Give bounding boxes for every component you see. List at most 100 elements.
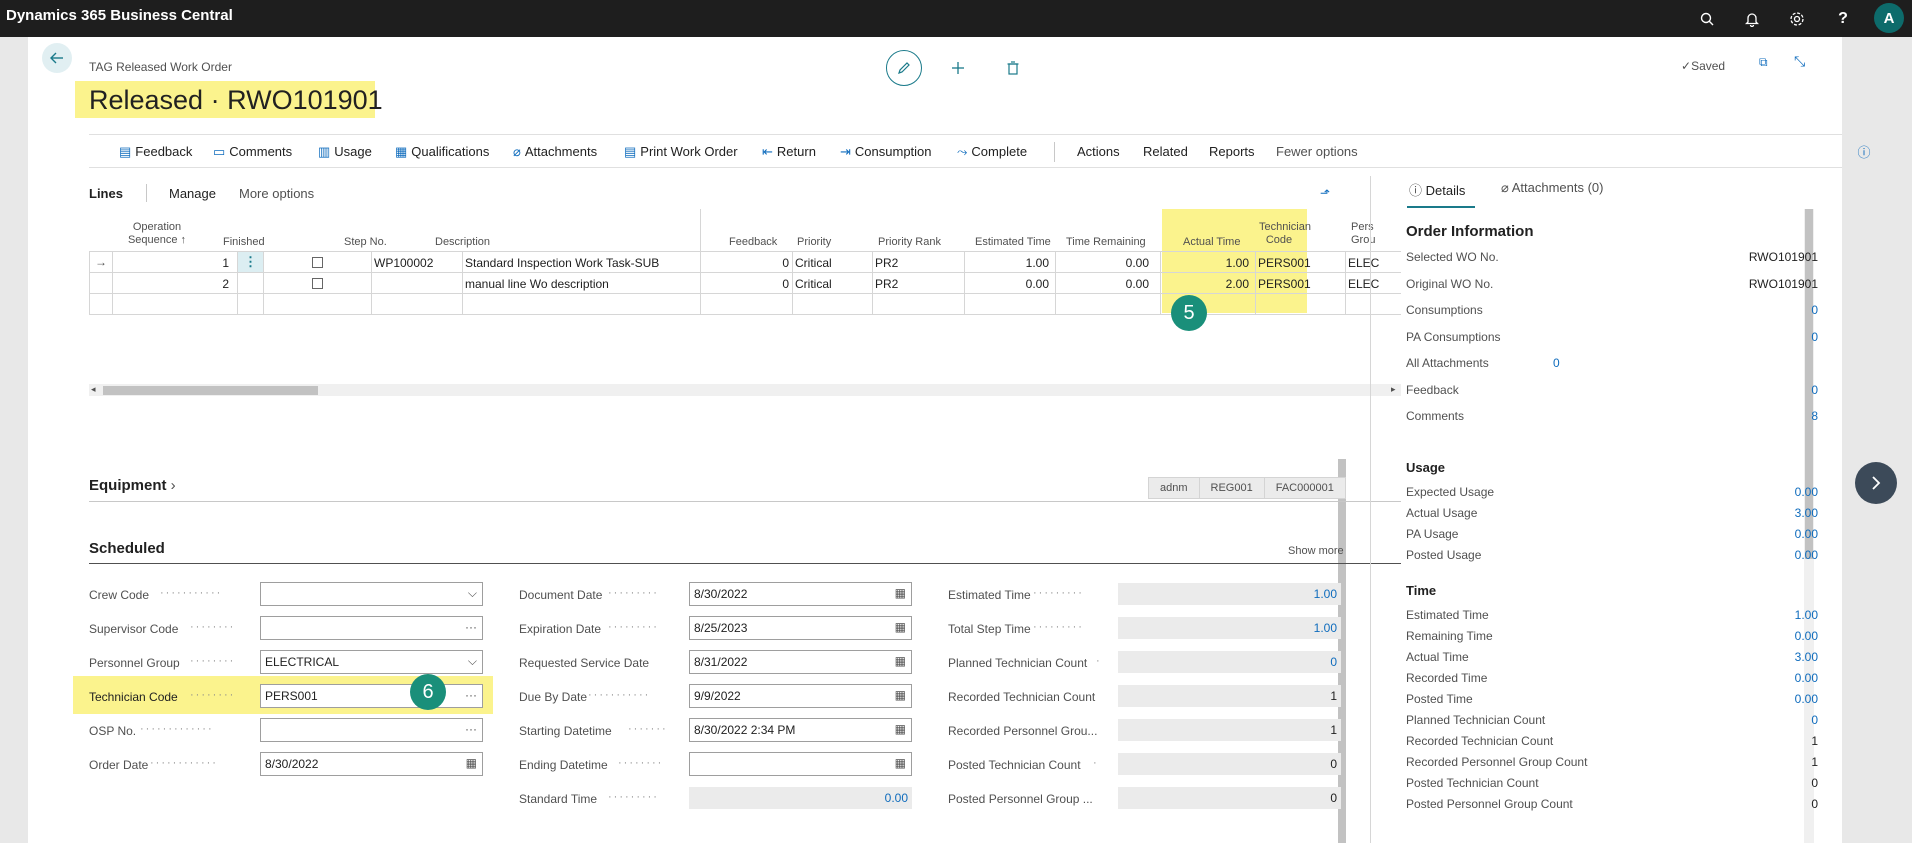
personnel-group-input[interactable]: ELECTRICAL ⌵ bbox=[260, 650, 483, 674]
open-new-window-icon[interactable]: ⧉ bbox=[1759, 55, 1768, 69]
supervisor-code-input[interactable]: ··· bbox=[260, 616, 483, 640]
document-date-input[interactable]: 8/30/2022 ▦ bbox=[689, 582, 912, 606]
action-feedback[interactable]: ▤ Feedback bbox=[119, 144, 193, 159]
factbox-value[interactable]: 1.00 bbox=[1794, 608, 1818, 622]
search-icon[interactable] bbox=[1694, 6, 1720, 32]
ellipsis-icon[interactable]: ··· bbox=[465, 688, 477, 702]
horizontal-scrollbar[interactable] bbox=[89, 384, 1401, 396]
col-technician-code[interactable]: Technician Code bbox=[1259, 221, 1311, 246]
factbox-value[interactable]: 0.00 bbox=[1794, 692, 1818, 706]
row1-priority[interactable]: Critical bbox=[795, 256, 832, 270]
calendar-icon[interactable]: ▦ bbox=[894, 688, 906, 702]
col-priority-rank[interactable]: Priority Rank bbox=[878, 236, 941, 248]
action-usage[interactable]: ▥ Usage bbox=[318, 144, 372, 159]
horizontal-scrollbar-thumb[interactable] bbox=[103, 386, 318, 395]
order-date-input[interactable]: 8/30/2022 ▦ bbox=[260, 752, 483, 776]
bell-icon[interactable] bbox=[1739, 6, 1765, 32]
ellipsis-icon[interactable]: ··· bbox=[465, 722, 477, 736]
app-title[interactable]: Dynamics 365 Business Central bbox=[6, 7, 233, 24]
calendar-icon[interactable]: ▦ bbox=[894, 756, 906, 770]
row2-technician-code[interactable]: PERS001 bbox=[1258, 277, 1311, 291]
back-button[interactable] bbox=[42, 43, 72, 73]
scroll-right-icon[interactable]: ▸ bbox=[1391, 384, 1396, 394]
info-icon[interactable]: ⓘ bbox=[1848, 135, 1880, 167]
col-finished[interactable]: Finished bbox=[223, 236, 265, 248]
collapse-icon[interactable]: ⤡ bbox=[1794, 53, 1806, 69]
expand-lines-icon[interactable]: ⬏ bbox=[1320, 186, 1331, 200]
row1-description[interactable]: Standard Inspection Work Task-SUB bbox=[465, 256, 660, 270]
action-return[interactable]: ⇤ Return bbox=[762, 144, 816, 159]
osp-no-input[interactable]: ··· bbox=[260, 718, 483, 742]
row2-personnel-group[interactable]: ELEC bbox=[1348, 277, 1380, 291]
standard-time-value[interactable]: 0.00 bbox=[689, 787, 912, 809]
action-attachments[interactable]: ⌀ Attachments bbox=[513, 144, 598, 159]
lines-more-options[interactable]: More options bbox=[239, 186, 315, 201]
row1-actual-time[interactable]: 1.00 bbox=[1225, 256, 1249, 270]
chevron-down-icon[interactable]: ⌵ bbox=[467, 586, 477, 600]
calendar-icon[interactable]: ▦ bbox=[894, 586, 906, 600]
estimated-time-value[interactable]: 1.00 bbox=[1118, 583, 1341, 605]
factbox-value[interactable]: 8 bbox=[1811, 409, 1818, 423]
expiration-date-input[interactable]: 8/25/2023 ▦ bbox=[689, 616, 912, 640]
factbox-scrollbar-thumb[interactable] bbox=[1805, 209, 1813, 559]
row2-actual-time[interactable]: 2.00 bbox=[1225, 277, 1249, 291]
action-actions[interactable]: Actions bbox=[1077, 144, 1120, 159]
col-time-remaining[interactable]: Time Remaining bbox=[1066, 236, 1146, 248]
lines-manage[interactable]: Manage bbox=[169, 186, 216, 201]
delete-button[interactable] bbox=[1002, 57, 1024, 79]
col-operation-sequence[interactable]: Operation Sequence ↑ bbox=[127, 221, 187, 246]
tab-details[interactable]: ⓘ Details bbox=[1409, 183, 1466, 198]
equipment-title[interactable]: Equipment › bbox=[89, 477, 176, 494]
gear-icon[interactable] bbox=[1784, 6, 1810, 32]
row1-personnel-group[interactable]: ELEC bbox=[1348, 256, 1380, 270]
col-feedback[interactable]: Feedback bbox=[729, 236, 778, 248]
content-scrollbar-thumb[interactable] bbox=[1338, 459, 1346, 843]
action-fewer-options[interactable]: Fewer options bbox=[1276, 144, 1358, 159]
factbox-value[interactable]: 0 bbox=[1811, 329, 1818, 344]
row2-estimated-time[interactable]: 0.00 bbox=[1025, 277, 1049, 291]
factbox-value[interactable]: 3.00 bbox=[1794, 506, 1818, 520]
calendar-icon[interactable]: ▦ bbox=[465, 756, 477, 770]
scroll-left-icon[interactable]: ◂ bbox=[91, 384, 96, 394]
factbox-value[interactable]: 3.00 bbox=[1794, 650, 1818, 664]
col-priority[interactable]: Priority bbox=[797, 236, 832, 248]
factbox-value[interactable]: 0 bbox=[1811, 713, 1818, 727]
ellipsis-icon[interactable]: ··· bbox=[465, 620, 477, 634]
calendar-icon[interactable]: ▦ bbox=[894, 654, 906, 668]
action-qualifications[interactable]: ▦ Qualifications bbox=[395, 144, 490, 159]
edit-button[interactable] bbox=[886, 50, 922, 86]
planned-technician-count-value[interactable]: 0 bbox=[1118, 651, 1341, 673]
factbox-value[interactable]: 0 bbox=[1553, 356, 1560, 370]
due-by-date-input[interactable]: 9/9/2022 ▦ bbox=[689, 684, 912, 708]
row2-finished-checkbox[interactable] bbox=[312, 278, 323, 289]
factbox-value[interactable]: 0.00 bbox=[1794, 629, 1818, 643]
action-consumption[interactable]: ⇥ Consumption bbox=[840, 144, 932, 159]
avatar[interactable]: A bbox=[1874, 3, 1904, 33]
row1-estimated-time[interactable]: 1.00 bbox=[1025, 256, 1049, 270]
action-reports[interactable]: Reports bbox=[1209, 144, 1255, 159]
technician-code-input[interactable]: PERS001 ··· bbox=[260, 684, 483, 708]
calendar-icon[interactable]: ▦ bbox=[894, 722, 906, 736]
starting-datetime-input[interactable]: 8/30/2022 2:34 PM ▦ bbox=[689, 718, 912, 742]
crew-code-input[interactable]: ⌵ bbox=[260, 582, 483, 606]
row-menu-icon[interactable]: ⋮ bbox=[238, 252, 263, 272]
col-estimated-time[interactable]: Estimated Time bbox=[975, 236, 1051, 248]
factbox-value[interactable]: 0.00 bbox=[1794, 527, 1818, 541]
action-complete[interactable]: ⤳ Complete bbox=[957, 144, 1028, 159]
row1-step[interactable]: WP100002 bbox=[374, 256, 434, 270]
action-print-work-order[interactable]: ▤ Print Work Order bbox=[624, 144, 738, 159]
requested-service-date-input[interactable]: 8/31/2022 ▦ bbox=[689, 650, 912, 674]
row1-finished-checkbox[interactable] bbox=[312, 257, 323, 268]
new-button[interactable] bbox=[947, 57, 969, 79]
row1-seq[interactable]: 1 bbox=[222, 256, 229, 270]
row1-feedback[interactable]: 0 bbox=[782, 256, 789, 270]
row2-time-remaining[interactable]: 0.00 bbox=[1125, 277, 1149, 291]
factbox-value[interactable]: 0.00 bbox=[1794, 671, 1818, 685]
next-record-button[interactable] bbox=[1855, 462, 1897, 504]
row2-description[interactable]: manual line Wo description bbox=[465, 277, 609, 291]
tab-attachments[interactable]: ⌀ Attachments (0) bbox=[1501, 180, 1604, 195]
row2-seq[interactable]: 2 bbox=[222, 277, 229, 291]
scheduled-title[interactable]: Scheduled bbox=[89, 540, 165, 557]
ending-datetime-input[interactable]: ▦ bbox=[689, 752, 912, 776]
action-comments[interactable]: ▭ Comments bbox=[213, 144, 293, 159]
